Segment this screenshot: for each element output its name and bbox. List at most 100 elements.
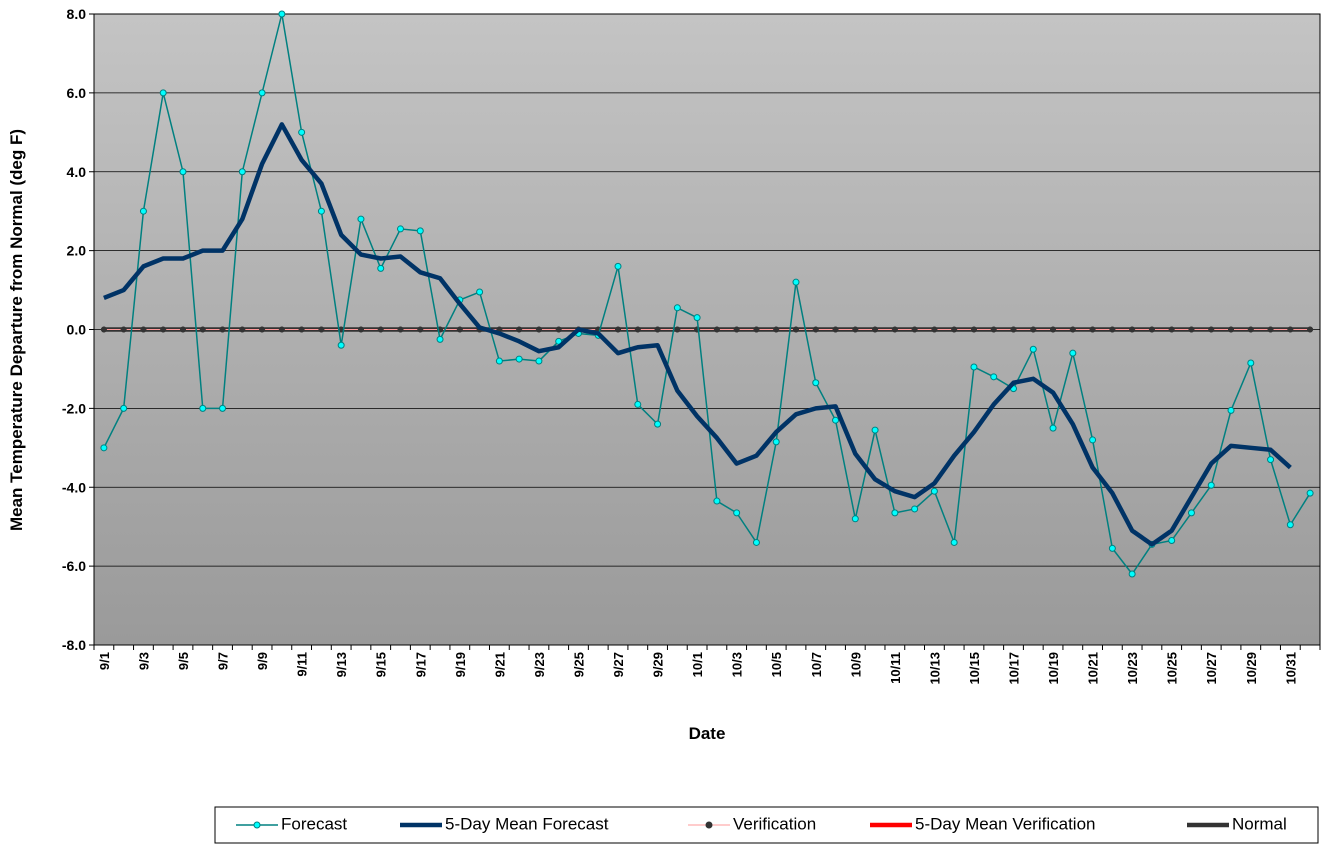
x-tick-label: 10/19 <box>1046 652 1061 685</box>
x-tick-label: 9/1 <box>97 652 112 670</box>
point <box>614 326 622 333</box>
point <box>179 168 187 176</box>
x-tick-label: 10/11 <box>888 652 903 684</box>
point <box>1109 326 1116 333</box>
series-line <box>103 122 1292 547</box>
point <box>1286 521 1294 529</box>
point <box>535 357 543 365</box>
x-tick-label: 10/23 <box>1125 652 1140 685</box>
point <box>911 505 919 513</box>
x-tick-label: 10/5 <box>769 652 784 677</box>
point <box>1148 326 1155 333</box>
point <box>1188 326 1195 333</box>
point <box>654 420 662 428</box>
point <box>535 326 542 333</box>
point <box>1168 536 1176 544</box>
x-tick-label: 10/31 <box>1283 652 1298 685</box>
legend-marker <box>253 821 261 829</box>
point <box>1010 326 1017 333</box>
point <box>1129 326 1136 333</box>
point <box>990 326 997 333</box>
y-tick-label: 8.0 <box>67 6 87 22</box>
y-tick-label: 6.0 <box>67 85 87 101</box>
y-tick-label: -2.0 <box>62 400 86 416</box>
point <box>140 326 147 333</box>
point <box>476 288 484 296</box>
y-axis-title: Mean Temperature Departure from Normal (… <box>7 129 26 531</box>
point <box>1089 436 1097 444</box>
point <box>456 326 463 333</box>
point <box>120 404 128 412</box>
point <box>1187 509 1195 517</box>
x-axis-title: Date <box>689 724 726 743</box>
point <box>1029 345 1037 353</box>
point <box>337 341 345 349</box>
point <box>160 326 167 333</box>
point <box>318 326 325 333</box>
point <box>832 416 840 424</box>
point <box>259 326 266 333</box>
x-tick-label: 10/13 <box>927 652 942 685</box>
y-tick-label: -6.0 <box>62 558 86 574</box>
point <box>931 326 938 333</box>
point <box>1247 326 1254 333</box>
point <box>159 89 167 97</box>
point <box>357 215 365 223</box>
point <box>891 326 898 333</box>
point <box>1108 544 1116 552</box>
legend-label: Forecast <box>281 814 347 833</box>
point <box>1089 326 1096 333</box>
point <box>278 326 285 333</box>
point <box>100 444 108 452</box>
point <box>416 227 424 235</box>
point <box>852 326 859 333</box>
point <box>930 487 938 495</box>
point <box>812 379 820 387</box>
x-tick-label: 9/27 <box>611 652 626 677</box>
point <box>851 515 859 523</box>
point <box>298 326 305 333</box>
point <box>258 89 266 97</box>
x-tick-label: 10/3 <box>730 652 745 677</box>
point <box>199 404 207 412</box>
point <box>1267 456 1275 464</box>
point <box>753 326 760 333</box>
x-tick-label: 9/25 <box>571 652 586 677</box>
y-tick-label: 2.0 <box>67 243 87 259</box>
x-tick-label: 9/29 <box>651 652 666 677</box>
point <box>1069 349 1077 357</box>
point <box>614 262 622 270</box>
x-tick-label: 9/17 <box>413 652 428 677</box>
point <box>1207 481 1215 489</box>
x-tick-label: 10/29 <box>1244 652 1259 685</box>
point <box>317 207 325 215</box>
point <box>1287 326 1294 333</box>
x-tick-label: 9/7 <box>216 652 231 670</box>
point <box>673 304 681 312</box>
point <box>871 426 879 434</box>
point <box>555 326 562 333</box>
point <box>792 278 800 286</box>
point <box>713 326 720 333</box>
point <box>238 168 246 176</box>
point <box>139 207 147 215</box>
x-tick-label: 10/1 <box>690 652 705 677</box>
point <box>516 326 523 333</box>
point <box>674 326 681 333</box>
x-tick-label: 10/7 <box>809 652 824 677</box>
point <box>772 438 780 446</box>
point <box>733 326 740 333</box>
point <box>1168 326 1175 333</box>
legend-marker <box>705 821 713 829</box>
point <box>1030 326 1037 333</box>
x-tick-label: 9/19 <box>453 652 468 677</box>
y-tick-label: -8.0 <box>62 637 86 653</box>
y-tick-label: 0.0 <box>67 322 87 338</box>
point <box>713 497 721 505</box>
x-tick-label: 9/9 <box>255 652 270 670</box>
legend-label: Normal <box>1232 814 1287 833</box>
point <box>634 400 642 408</box>
point <box>1307 326 1314 333</box>
point <box>891 509 899 517</box>
